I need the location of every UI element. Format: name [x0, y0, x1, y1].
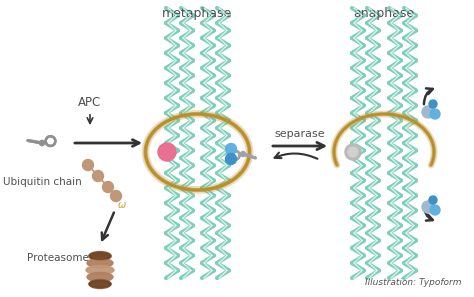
Text: APC: APC	[78, 97, 101, 110]
Circle shape	[430, 109, 440, 119]
Circle shape	[429, 196, 437, 204]
Text: Illustration: Typoform: Illustration: Typoform	[365, 278, 462, 287]
Ellipse shape	[89, 252, 111, 260]
Circle shape	[348, 147, 358, 157]
Circle shape	[240, 151, 246, 157]
Ellipse shape	[89, 279, 111, 288]
Ellipse shape	[89, 280, 111, 287]
Ellipse shape	[87, 258, 113, 268]
Text: Ubiquitin chain: Ubiquitin chain	[3, 177, 82, 187]
Circle shape	[39, 140, 45, 146]
Circle shape	[158, 143, 176, 161]
Ellipse shape	[86, 266, 114, 274]
Ellipse shape	[87, 273, 113, 282]
Text: separase: separase	[275, 129, 325, 139]
Circle shape	[430, 205, 440, 215]
Circle shape	[82, 159, 93, 170]
Circle shape	[226, 154, 237, 165]
Circle shape	[102, 181, 113, 192]
Circle shape	[429, 100, 437, 108]
Circle shape	[422, 201, 434, 213]
Text: metaphase: metaphase	[162, 7, 232, 20]
Circle shape	[345, 144, 361, 160]
Ellipse shape	[89, 252, 111, 260]
Circle shape	[226, 143, 237, 154]
Circle shape	[92, 170, 103, 181]
Circle shape	[110, 190, 121, 201]
Text: ω: ω	[118, 200, 126, 210]
Text: Proteasome: Proteasome	[27, 253, 89, 263]
Text: anaphase: anaphase	[354, 7, 415, 20]
Circle shape	[422, 106, 434, 118]
